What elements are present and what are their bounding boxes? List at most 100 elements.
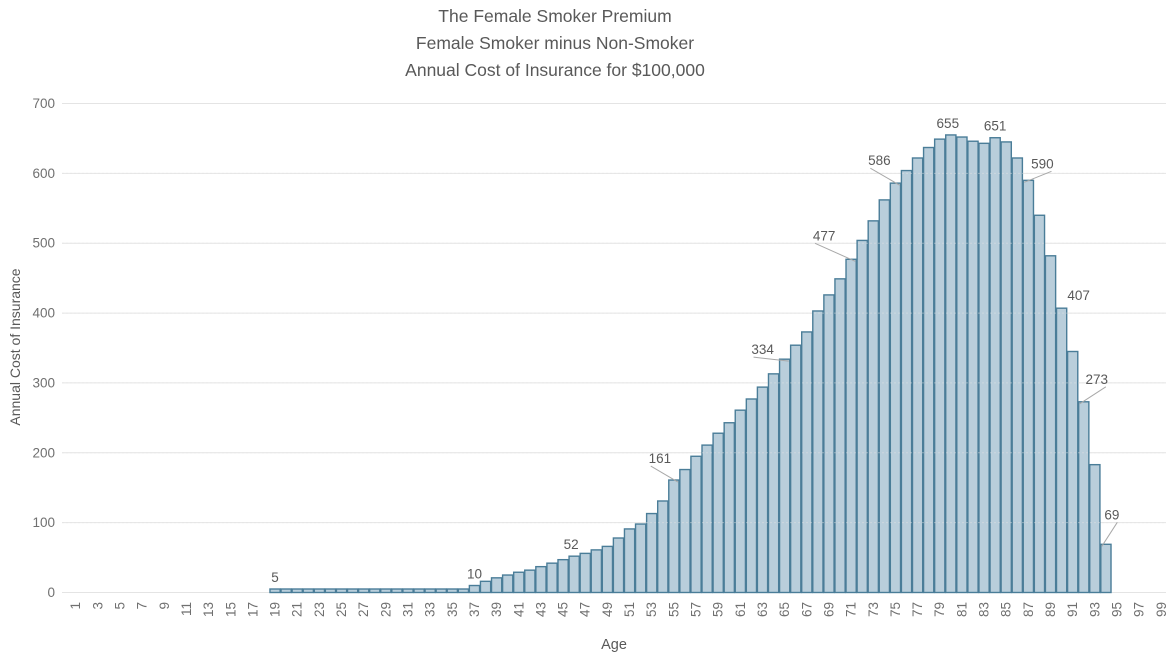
bar-age-71 <box>845 258 857 594</box>
bar-age-50 <box>612 537 625 594</box>
x-tick-label-61: 61 <box>733 602 748 617</box>
x-tick-label-69: 69 <box>821 602 836 617</box>
y-axis-tick-labels: 0 100 200 300 400 500 600 700 <box>32 96 55 600</box>
bar-age-81 <box>956 136 968 594</box>
x-tick-label-89: 89 <box>1043 602 1058 617</box>
x-tick-label-65: 65 <box>777 602 792 617</box>
x-tick-label-57: 57 <box>689 602 704 617</box>
bar-age-82 <box>967 140 979 594</box>
x-tick-label-33: 33 <box>423 602 438 617</box>
data-label-90: 407 <box>1067 288 1090 303</box>
gridlines-overlay <box>62 103 1166 524</box>
x-tick-label-73: 73 <box>866 602 881 617</box>
x-tick-label-45: 45 <box>556 602 571 617</box>
bar-age-43 <box>535 565 547 594</box>
x-tick-label-29: 29 <box>378 602 393 617</box>
x-tick-label-15: 15 <box>223 602 238 617</box>
chart-title-line-1: The Female Smoker Premium <box>438 6 672 26</box>
x-tick-label-91: 91 <box>1065 602 1080 617</box>
bar-age-68 <box>812 310 824 594</box>
bar-age-57 <box>690 455 702 594</box>
bar-age-65 <box>778 358 791 594</box>
x-tick-label-35: 35 <box>445 602 460 617</box>
data-label-92: 273 <box>1085 372 1108 387</box>
bar-age-44 <box>546 562 558 594</box>
bar-age-86 <box>1011 157 1024 594</box>
x-tick-label-75: 75 <box>888 602 903 617</box>
x-tick-label-17: 17 <box>245 602 260 617</box>
x-tick-label-85: 85 <box>999 602 1014 617</box>
y-tick-label-600: 600 <box>32 166 55 181</box>
leader-line-71 <box>814 242 856 262</box>
x-tick-label-47: 47 <box>578 602 593 617</box>
x-tick-label-41: 41 <box>511 602 526 617</box>
bar-age-78 <box>922 146 935 594</box>
x-tick-label-37: 37 <box>467 602 482 617</box>
bar-age-72 <box>856 239 868 594</box>
y-tick-label-400: 400 <box>32 306 55 321</box>
bars <box>269 134 1112 594</box>
x-tick-label-39: 39 <box>489 602 504 617</box>
bar-age-39 <box>490 577 503 594</box>
leader-line-92 <box>1079 386 1107 405</box>
bar-age-52 <box>634 523 647 594</box>
x-axis-title: Age <box>601 637 627 653</box>
data-label-19: 5 <box>271 570 279 585</box>
data-labels: 5 10 52 161 334 477 586 655 651 590 407 273 69 <box>271 116 1119 585</box>
y-axis-title: Annual Cost of Insurance <box>7 268 23 425</box>
bar-age-77 <box>911 157 924 594</box>
y-tick-label-700: 700 <box>32 96 55 111</box>
x-tick-label-59: 59 <box>711 602 726 617</box>
bar-age-63 <box>756 386 769 594</box>
leader-line-55 <box>650 465 679 483</box>
x-tick-label-81: 81 <box>954 602 969 617</box>
x-tick-label-97: 97 <box>1132 602 1147 617</box>
x-tick-label-49: 49 <box>600 602 615 617</box>
bar-age-26 <box>346 588 359 594</box>
x-tick-label-11: 11 <box>179 602 194 616</box>
x-tick-label-53: 53 <box>644 602 659 617</box>
bar-age-22 <box>302 588 315 594</box>
x-tick-label-43: 43 <box>533 602 548 617</box>
bar-age-64 <box>767 373 780 594</box>
leader-line-75 <box>870 167 900 186</box>
bar-age-23 <box>313 588 326 594</box>
bar-age-67 <box>801 331 813 594</box>
data-label-37: 10 <box>467 567 482 582</box>
bar-age-83 <box>978 142 990 594</box>
bar-age-46 <box>568 555 580 594</box>
data-label-75: 586 <box>868 153 891 168</box>
bar-age-38 <box>479 580 492 594</box>
x-tick-label-93: 93 <box>1087 602 1102 617</box>
x-tick-label-7: 7 <box>135 602 150 610</box>
y-tick-label-100: 100 <box>32 515 55 530</box>
data-label-84: 651 <box>984 119 1007 134</box>
bar-age-48 <box>590 549 603 594</box>
x-tick-label-19: 19 <box>268 602 283 617</box>
bar-age-88 <box>1033 214 1046 594</box>
bar-age-73 <box>867 220 880 594</box>
bar-age-32 <box>413 588 425 594</box>
bar-age-56 <box>679 468 691 594</box>
bar-age-25 <box>335 588 348 594</box>
bar-age-61 <box>734 409 747 594</box>
bar-age-19 <box>269 588 281 594</box>
bar-age-21 <box>291 588 304 594</box>
bar-age-75 <box>889 182 902 594</box>
data-label-80: 655 <box>937 116 960 131</box>
bar-age-90 <box>1055 307 1068 594</box>
data-label-65: 334 <box>751 342 774 357</box>
bar-age-27 <box>357 588 370 594</box>
y-tick-label-300: 300 <box>32 375 55 390</box>
bar-age-60 <box>723 422 736 594</box>
bar-age-76 <box>900 169 913 594</box>
bar-age-37 <box>468 584 481 594</box>
y-tick-label-0: 0 <box>47 585 55 600</box>
bar-age-84 <box>989 137 1001 594</box>
bar-age-66 <box>789 344 802 594</box>
bar-age-74 <box>878 199 891 594</box>
x-tick-label-67: 67 <box>799 602 814 617</box>
bar-age-29 <box>380 588 392 594</box>
x-tick-label-3: 3 <box>90 602 105 610</box>
